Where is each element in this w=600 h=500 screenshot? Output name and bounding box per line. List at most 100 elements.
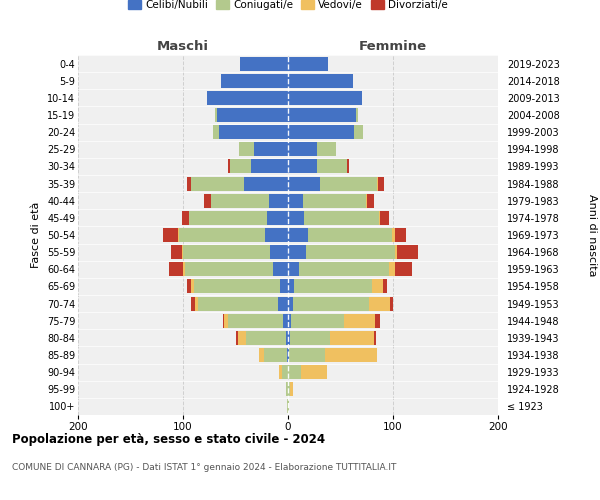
Bar [204, 194, 211, 207]
Bar [228, 314, 283, 328]
Bar [287, 400, 288, 413]
Bar [288, 91, 361, 105]
Bar [183, 245, 270, 259]
Bar [377, 176, 379, 190]
Bar [288, 194, 303, 207]
Bar [308, 228, 392, 242]
Text: COMUNE DI CANNARA (PG) - Dati ISTAT 1° gennaio 2024 - Elaborazione TUTTITALIA.IT: COMUNE DI CANNARA (PG) - Dati ISTAT 1° g… [12, 462, 397, 471]
Bar [193, 280, 280, 293]
Bar [239, 142, 254, 156]
Bar [301, 365, 327, 379]
Bar [214, 125, 218, 139]
Bar [330, 331, 374, 345]
Bar [383, 280, 387, 293]
Bar [191, 176, 244, 190]
Bar [274, 262, 288, 276]
Bar [288, 125, 354, 139]
Bar [172, 245, 182, 259]
Bar [235, 331, 238, 345]
Bar [288, 74, 353, 88]
Bar [198, 296, 277, 310]
Bar [230, 160, 251, 173]
Bar [240, 56, 288, 70]
Bar [289, 348, 325, 362]
Bar [354, 125, 362, 139]
Bar [224, 314, 228, 328]
Bar [380, 211, 389, 225]
Bar [288, 382, 290, 396]
Text: Maschi: Maschi [157, 40, 209, 52]
Bar [269, 194, 288, 207]
Bar [290, 382, 293, 396]
Bar [306, 245, 395, 259]
Bar [299, 262, 389, 276]
Bar [223, 314, 224, 328]
Bar [286, 382, 288, 396]
Bar [207, 91, 288, 105]
Bar [211, 194, 269, 207]
Bar [265, 228, 288, 242]
Bar [278, 365, 282, 379]
Bar [288, 108, 356, 122]
Bar [287, 348, 288, 362]
Bar [169, 262, 183, 276]
Bar [187, 176, 191, 190]
Bar [390, 296, 393, 310]
Bar [325, 348, 377, 362]
Bar [288, 365, 301, 379]
Bar [374, 331, 376, 345]
Bar [395, 262, 412, 276]
Y-axis label: Fasce di età: Fasce di età [31, 202, 41, 268]
Bar [277, 296, 288, 310]
Bar [369, 296, 390, 310]
Bar [288, 280, 295, 293]
Bar [317, 142, 336, 156]
Bar [215, 108, 217, 122]
Bar [163, 228, 178, 242]
Bar [304, 211, 379, 225]
Bar [290, 331, 330, 345]
Bar [259, 348, 264, 362]
Bar [293, 296, 369, 310]
Bar [395, 228, 406, 242]
Bar [397, 245, 418, 259]
Bar [286, 331, 288, 345]
Bar [320, 176, 377, 190]
Bar [228, 160, 230, 173]
Bar [280, 280, 288, 293]
Bar [187, 280, 191, 293]
Bar [395, 245, 397, 259]
Bar [288, 296, 293, 310]
Bar [267, 211, 288, 225]
Legend: Celibi/Nubili, Coniugati/e, Vedovi/e, Divorziati/e: Celibi/Nubili, Coniugati/e, Vedovi/e, Di… [124, 0, 452, 14]
Bar [379, 176, 383, 190]
Text: Femmine: Femmine [359, 40, 427, 52]
Bar [375, 314, 380, 328]
Bar [264, 348, 287, 362]
Bar [303, 194, 366, 207]
Bar [367, 194, 374, 207]
Bar [185, 262, 274, 276]
Bar [288, 348, 289, 362]
Bar [389, 262, 395, 276]
Bar [288, 160, 317, 173]
Bar [288, 314, 291, 328]
Bar [372, 280, 383, 293]
Bar [288, 176, 320, 190]
Bar [221, 74, 288, 88]
Bar [288, 400, 289, 413]
Bar [288, 262, 299, 276]
Bar [288, 142, 317, 156]
Text: Popolazione per età, sesso e stato civile - 2024: Popolazione per età, sesso e stato civil… [12, 432, 325, 446]
Bar [392, 228, 395, 242]
Bar [191, 296, 194, 310]
Bar [179, 228, 265, 242]
Bar [182, 211, 190, 225]
Bar [254, 142, 288, 156]
Bar [379, 211, 380, 225]
Bar [270, 245, 288, 259]
Bar [190, 211, 267, 225]
Bar [282, 365, 288, 379]
Bar [194, 296, 198, 310]
Bar [288, 331, 290, 345]
